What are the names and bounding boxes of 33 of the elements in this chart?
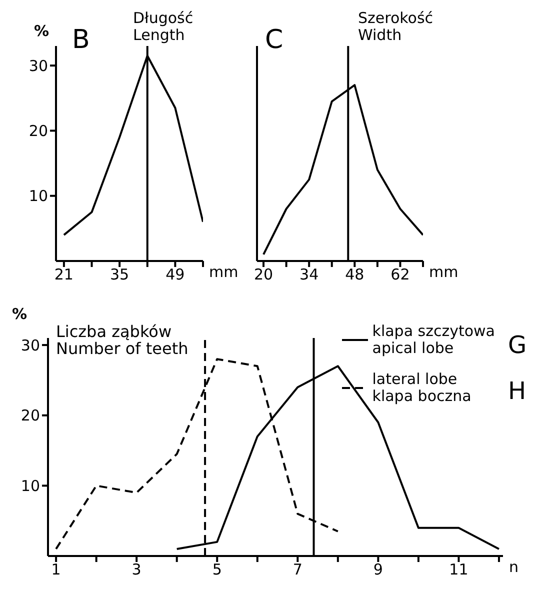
y-tick-label: 20 [28, 122, 48, 140]
x-tick-label: 35 [110, 266, 130, 284]
y-tick-label: 20 [20, 406, 40, 425]
x-tick-label: 62 [390, 266, 410, 284]
text: Długość Length [133, 9, 194, 44]
y-axis-title: % [34, 22, 50, 40]
x-tick-label: 49 [166, 266, 185, 284]
x-tick-label: 1 [51, 560, 61, 579]
legend-label: lateral lobe klapa boczna [372, 370, 472, 405]
text: Szerokość Width [358, 9, 434, 44]
y-tick-label: 10 [20, 477, 40, 495]
x-axis-title: mm [429, 263, 458, 281]
chart-title: C [265, 25, 284, 55]
y-axis-title: % [12, 305, 28, 323]
chart-title: Liczba ząbków Number of teeth [56, 322, 188, 358]
y-tick-label: 10 [28, 187, 48, 206]
text: G [508, 331, 527, 359]
x-tick-label: 9 [373, 560, 383, 579]
x-tick-label: 34 [300, 266, 319, 284]
y-tick-label: 30 [28, 56, 48, 75]
chart-title: B [72, 25, 90, 55]
y-tick-label: 30 [20, 336, 40, 354]
x-tick-label: 21 [54, 266, 74, 284]
x-axis-title: mm [209, 263, 238, 281]
x-tick-label: 48 [345, 266, 364, 284]
text: H [508, 377, 526, 405]
x-tick-label: 3 [132, 560, 142, 579]
x-tick-label: 20 [254, 266, 274, 284]
x-tick-label: 11 [449, 560, 468, 579]
legend-label: klapa szczytowa apical lobe [372, 322, 495, 357]
x-tick-label: 5 [212, 560, 222, 579]
x-tick-label: 7 [292, 560, 302, 579]
x-axis-title: n [509, 558, 519, 576]
